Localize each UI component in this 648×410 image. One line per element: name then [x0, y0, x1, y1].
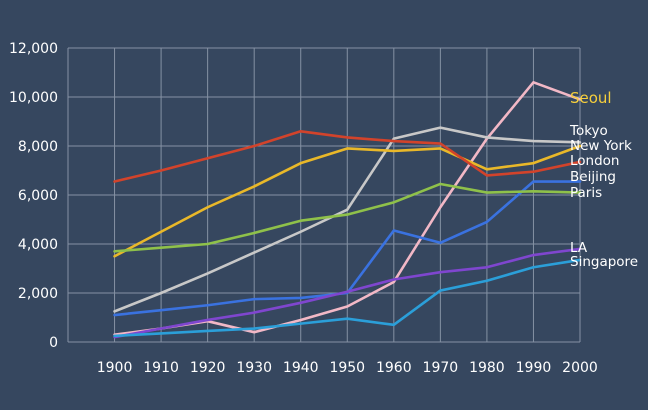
x-tick-label: 1920 — [190, 360, 226, 376]
y-tick-label: 4,000 — [18, 237, 58, 253]
series-line-london — [113, 130, 582, 183]
x-tick-label: 1900 — [97, 360, 133, 376]
series-line-la — [113, 247, 582, 339]
series-label-tokyo: Tokyo — [569, 123, 608, 139]
x-tick-label: 1970 — [423, 360, 459, 376]
y-axis-ticks: 0 2,000 4,000 6,000 8,000 10,000 12,000 — [9, 41, 58, 351]
x-axis-ticks: 1900 1910 1920 1930 1940 1950 1960 1970 1980 1990… — [97, 360, 598, 376]
series-label-seoul: Seoul — [570, 89, 612, 107]
series-line-paris — [113, 182, 582, 253]
y-tick-label: 2,000 — [18, 286, 58, 302]
series-line-singapore — [113, 258, 582, 338]
x-tick-label: 1960 — [376, 360, 412, 376]
series-line-tokyo — [113, 126, 582, 313]
series-label-beijing: Beijing — [570, 169, 616, 185]
series-label-new-york: New York — [570, 138, 632, 154]
x-tick-label: 1990 — [516, 360, 552, 376]
series-label-paris: Paris — [570, 185, 602, 201]
x-tick-label: 1930 — [236, 360, 272, 376]
y-tick-label: 6,000 — [18, 188, 58, 204]
x-tick-label: 2000 — [562, 360, 598, 376]
series-label-london: London — [570, 153, 620, 169]
y-tick-label: 12,000 — [9, 41, 58, 57]
x-tick-label: 1950 — [329, 360, 365, 376]
series-label-singapore: Singapore — [570, 254, 638, 270]
series-line-new-york — [113, 144, 582, 258]
y-tick-label: 10,000 — [9, 90, 58, 106]
x-tick-label: 1980 — [469, 360, 505, 376]
series-label-la: LA — [570, 240, 588, 256]
series-lines — [113, 81, 582, 339]
x-tick-label: 1940 — [283, 360, 319, 376]
y-tick-label: 0 — [49, 335, 58, 351]
y-tick-label: 8,000 — [18, 139, 58, 155]
x-tick-label: 1910 — [143, 360, 179, 376]
